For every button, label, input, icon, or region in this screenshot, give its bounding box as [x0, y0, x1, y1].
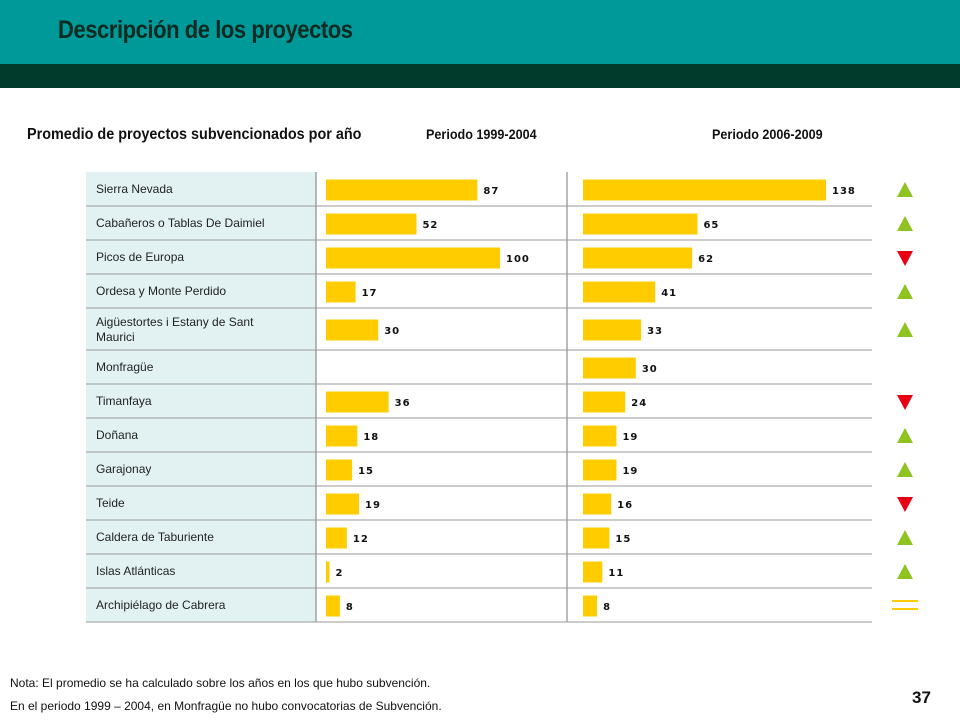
trend-up-icon: [897, 322, 913, 337]
value-label: 17: [362, 288, 378, 299]
bar-2: [583, 213, 698, 235]
value-label: 8: [603, 602, 611, 613]
bar-1: [326, 319, 379, 341]
bar-2: [583, 425, 617, 447]
bar-1: [326, 213, 417, 235]
category-label: Caldera de Taburiente: [96, 530, 214, 544]
trend-down-icon: [897, 395, 913, 410]
trend-up-icon: [897, 428, 913, 443]
bar-1: [326, 493, 360, 515]
bar-2: [583, 561, 603, 583]
category-label: Cabañeros o Tablas De Daimiel: [96, 216, 265, 230]
bar-1: [326, 247, 500, 269]
value-label: 65: [703, 220, 719, 231]
value-label: 15: [358, 466, 374, 477]
category-label: Ordesa y Monte Perdido: [96, 284, 226, 298]
value-label: 11: [608, 568, 624, 579]
section-title: Promedio de proyectos subvencionados por…: [27, 126, 362, 143]
category-label: Islas Atlánticas: [96, 564, 175, 578]
category-label: Archipiélago de Cabrera: [96, 598, 226, 612]
period-label-2: Periodo 2006-2009: [712, 126, 823, 142]
bar-2: [583, 281, 656, 303]
bar-2: [583, 319, 642, 341]
category-label: Aigüestortes i Estany de Sant Maurici: [96, 315, 254, 344]
category-label: Doñana: [96, 428, 138, 442]
header-bar: [0, 0, 960, 64]
value-label: 33: [647, 326, 663, 337]
value-label: 62: [698, 254, 714, 265]
value-label: 100: [506, 254, 530, 265]
value-label: 138: [832, 186, 856, 197]
trend-up-icon: [897, 216, 913, 231]
page-number: 37: [912, 688, 931, 707]
note-2: En el periodo 1999 – 2004, en Monfragüe …: [10, 699, 442, 713]
value-label: 36: [395, 398, 411, 409]
value-label: 2: [335, 568, 343, 579]
value-label: 30: [642, 364, 658, 375]
trend-up-icon: [897, 182, 913, 197]
bar-2: [583, 391, 626, 413]
category-label: Garajonay: [96, 462, 151, 476]
value-label: 30: [384, 326, 400, 337]
bar-1: [326, 459, 353, 481]
bar-2: [583, 459, 617, 481]
value-label: 19: [622, 432, 638, 443]
value-label: 8: [346, 602, 354, 613]
bar-1: [326, 561, 330, 583]
value-label: 19: [622, 466, 638, 477]
bar-2: [583, 179, 826, 201]
value-label: 87: [483, 186, 499, 197]
value-label: 12: [353, 534, 369, 545]
trend-equal-icon: [892, 608, 918, 610]
value-label: 18: [363, 432, 379, 443]
bar-1: [326, 179, 478, 201]
bar-2: [583, 247, 693, 269]
trend-up-icon: [897, 462, 913, 477]
bar-2: [583, 595, 598, 617]
value-label: 15: [615, 534, 631, 545]
bar-1: [326, 425, 358, 447]
bar-1: [326, 527, 347, 549]
trend-up-icon: [897, 284, 913, 299]
category-label: Timanfaya: [96, 394, 152, 408]
trend-equal-icon: [892, 600, 918, 602]
bar-1: [326, 391, 389, 413]
period-label-1: Periodo 1999-2004: [426, 126, 537, 142]
label-column-bg: [86, 172, 316, 622]
bar-1: [326, 281, 356, 303]
bar-2: [583, 357, 636, 379]
bar-2: [583, 527, 610, 549]
bar-2: [583, 493, 612, 515]
category-label: Picos de Europa: [96, 250, 184, 264]
trend-down-icon: [897, 251, 913, 266]
category-label: Monfragüe: [96, 360, 154, 374]
trend-up-icon: [897, 564, 913, 579]
value-label: 16: [617, 500, 633, 511]
trend-up-icon: [897, 530, 913, 545]
category-label: Sierra Nevada: [96, 182, 173, 196]
note-1: Nota: El promedio se ha calculado sobre …: [10, 676, 431, 690]
trend-down-icon: [897, 497, 913, 512]
value-label: 19: [365, 500, 381, 511]
page-title: Descripción de los proyectos: [58, 16, 353, 44]
bar-1: [326, 595, 340, 617]
header-band: [0, 64, 960, 88]
value-label: 41: [661, 288, 677, 299]
category-label: Teide: [96, 496, 125, 510]
value-label: 24: [631, 398, 647, 409]
value-label: 52: [422, 220, 438, 231]
